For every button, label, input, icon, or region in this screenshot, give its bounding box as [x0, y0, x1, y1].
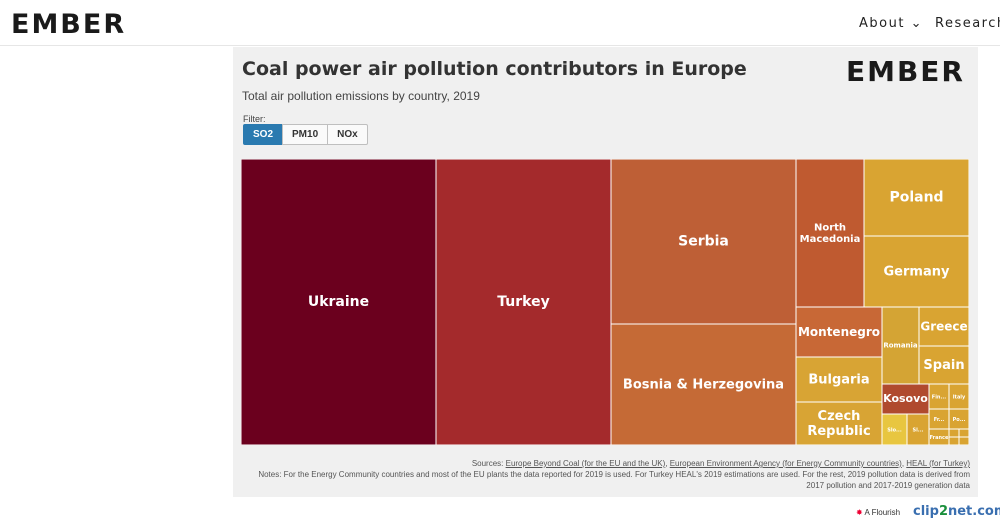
filter-so2-button[interactable]: SO2: [243, 124, 284, 145]
treemap-cell[interactable]: Fin...: [928, 383, 950, 410]
treemap-rect[interactable]: [881, 413, 908, 445]
nav-research[interactable]: Research: [935, 16, 1000, 31]
source-link-heal[interactable]: HEAL (for Turkey): [906, 459, 970, 468]
treemap-cell[interactable]: [958, 436, 969, 445]
treemap-cell[interactable]: Spain: [918, 345, 969, 385]
treemap-label: Bosnia & Herzegovina: [623, 377, 784, 392]
treemap-label: Germany: [884, 264, 950, 279]
nav-about[interactable]: About ⌄: [859, 16, 923, 31]
clip2net-part-c: net.com: [947, 504, 1000, 519]
treemap-cell[interactable]: Czech Republic: [795, 401, 883, 445]
treemap-label: Po...: [953, 417, 966, 423]
flourish-credit[interactable]: ✸ A Flourish: [856, 508, 900, 517]
filter-pm10-button[interactable]: PM10: [282, 124, 329, 145]
treemap-rect[interactable]: [795, 356, 883, 403]
flourish-label: A Flourish: [864, 508, 901, 517]
treemap-label: Ukraine: [308, 294, 369, 310]
top-navigation-bar: EMBER About ⌄ Research: [0, 0, 1000, 46]
sources-line: Sources: Europe Beyond Coal (for the EU …: [471, 459, 970, 468]
treemap-rect[interactable]: [610, 159, 797, 325]
treemap-label: Bulgaria: [808, 372, 869, 387]
chart-title: Coal power air pollution contributors in…: [242, 58, 747, 80]
treemap-cell[interactable]: Slo...: [881, 413, 908, 445]
treemap-cell[interactable]: North Macedonia: [795, 159, 865, 308]
treemap-rect[interactable]: [918, 306, 969, 347]
treemap-label: Fin...: [932, 394, 946, 400]
flourish-dot-icon: ✸: [856, 508, 863, 517]
treemap-cell[interactable]: Fr...: [928, 408, 950, 430]
sources-prefix: Sources:: [471, 459, 506, 468]
filter-label: Filter:: [243, 114, 266, 124]
treemap-rect[interactable]: [958, 436, 969, 445]
treemap-label: Slo...: [887, 427, 902, 433]
treemap-label: Poland: [889, 190, 943, 206]
ember-logo[interactable]: EMBER: [11, 9, 127, 40]
treemap-label: Italy: [953, 394, 966, 400]
treemap-rect[interactable]: [795, 159, 865, 308]
treemap-chart: Ukraine Turkey Serbia Bosnia & Herzegovina N…: [241, 159, 969, 445]
treemap-label: Serbia: [678, 234, 729, 250]
clip2net-watermark: clip2net.com: [913, 504, 1000, 519]
treemap-label: Spain: [923, 358, 964, 373]
treemap-label: Montenegro: [798, 325, 880, 339]
treemap-rect[interactable]: [948, 436, 960, 445]
treemap-cell[interactable]: Kosovo: [881, 383, 930, 415]
treemap-cell[interactable]: [948, 428, 960, 438]
treemap-rect[interactable]: [795, 401, 883, 445]
treemap-rect[interactable]: [795, 306, 883, 358]
treemap-cell[interactable]: Serbia: [610, 159, 797, 325]
treemap-cell[interactable]: [958, 428, 969, 438]
treemap-cell[interactable]: Poland: [863, 159, 969, 237]
treemap-label: Fr...: [934, 417, 945, 423]
treemap-rect[interactable]: [958, 428, 969, 438]
treemap-cell[interactable]: Po...: [948, 408, 969, 430]
treemap-cell[interactable]: Montenegro: [795, 306, 883, 358]
source-link-eea[interactable]: European Environment Agency (for Energy …: [669, 459, 902, 468]
treemap-cell[interactable]: Ukraine: [241, 159, 437, 445]
treemap-cell[interactable]: Bosnia & Herzegovina: [610, 323, 797, 445]
treemap-label: North Macedonia: [800, 222, 861, 245]
treemap-rect[interactable]: [948, 428, 960, 438]
treemap-label: France: [930, 435, 949, 441]
treemap-rect[interactable]: [918, 345, 969, 385]
notes-text: Notes: For the Energy Community countrie…: [258, 470, 970, 490]
source-link-ebc[interactable]: Europe Beyond Coal (for the EU and the U…: [505, 459, 666, 468]
treemap-cell[interactable]: Sl...: [906, 413, 930, 445]
treemap-cell[interactable]: France: [928, 428, 950, 445]
treemap-cell[interactable]: Bulgaria: [795, 356, 883, 403]
treemap-cell[interactable]: Germany: [863, 235, 969, 308]
chart-subtitle: Total air pollution emissions by country…: [242, 89, 480, 103]
filter-group: SO2 PM10 NOx: [243, 124, 368, 145]
chart-card: Coal power air pollution contributors in…: [233, 47, 978, 497]
treemap-rect[interactable]: [241, 159, 437, 445]
treemap-label: Romania: [883, 342, 918, 350]
filter-nox-button[interactable]: NOx: [327, 124, 368, 145]
treemap-cell[interactable]: Romania: [881, 306, 920, 385]
treemap-cell[interactable]: Greece: [918, 306, 969, 347]
treemap-cell[interactable]: Turkey: [435, 159, 612, 445]
treemap-cell[interactable]: [948, 436, 960, 445]
treemap-rect[interactable]: [881, 306, 920, 385]
treemap-cell[interactable]: Italy: [948, 383, 969, 410]
treemap-label: Turkey: [497, 294, 549, 310]
treemap-rect[interactable]: [435, 159, 612, 445]
treemap-label: Czech Republic: [807, 409, 870, 439]
treemap-rect[interactable]: [610, 323, 797, 445]
clip2net-part-a: clip: [913, 504, 939, 519]
card-ember-logo: EMBER: [845, 55, 965, 88]
treemap-label: Kosovo: [883, 392, 928, 405]
treemap-label: Sl...: [912, 427, 923, 433]
treemap-rect[interactable]: [863, 235, 969, 308]
clip2net-part-b: 2: [938, 504, 948, 519]
treemap-label: Greece: [920, 319, 967, 333]
